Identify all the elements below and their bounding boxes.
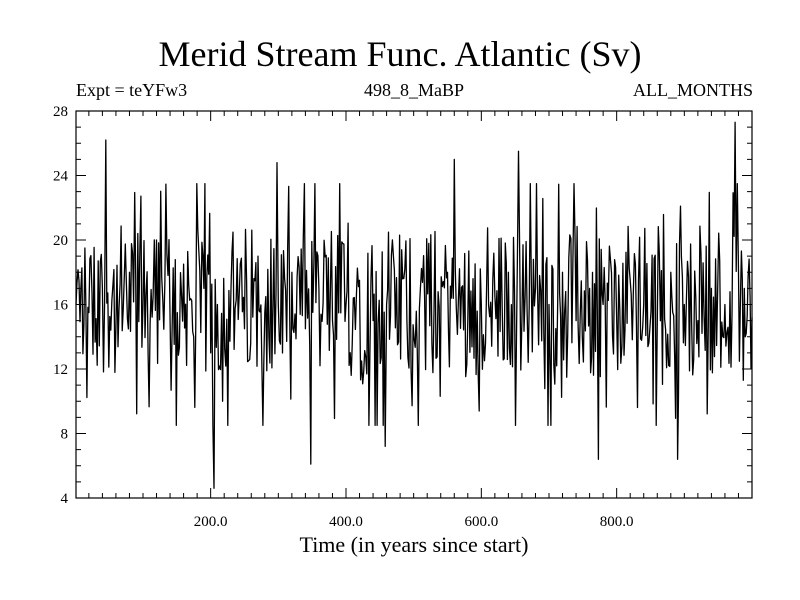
y-tick-label: 8 (61, 427, 69, 443)
x-tick-label: 200.0 (194, 514, 228, 530)
y-tick-label: 20 (53, 233, 68, 249)
y-tick-label: 4 (61, 491, 69, 507)
months-label: ALL_MONTHS (633, 80, 753, 100)
y-tick-label: 28 (53, 104, 68, 120)
y-tick-label: 24 (53, 169, 69, 185)
x-tick-label: 400.0 (329, 514, 363, 530)
x-axis-label: Time (in years since start) (299, 532, 529, 557)
y-tick-label: 16 (53, 298, 69, 314)
axis-tick-labels: 4 8 12 16 20 24 28 200.0 400.0 600.0 800.0 (53, 104, 634, 530)
x-tick-label: 800.0 (600, 514, 634, 530)
series-line (75, 121, 753, 489)
x-tick-label: 600.0 (464, 514, 498, 530)
axis-ticks (76, 110, 752, 499)
period-label: 498_8_MaBP (363, 80, 464, 100)
y-tick-label: 12 (53, 362, 68, 378)
chart-title: Merid Stream Func. Atlantic (Sv) (158, 34, 642, 74)
experiment-label: Expt = teYFw3 (76, 80, 188, 100)
